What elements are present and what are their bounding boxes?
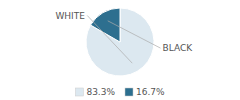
pie [86,8,154,76]
chart: WHITE BLACK 83.3% 16.7% [0,0,240,100]
legend-swatch [75,88,83,96]
legend-label: 16.7% [136,87,165,97]
legend-swatch [125,88,133,96]
leader-line [108,21,161,48]
legend-item: 16.7% [125,87,165,97]
slice-label: WHITE [55,11,85,21]
legend: 83.3% 16.7% [75,87,165,97]
legend-label: 83.3% [86,87,115,97]
legend-item: 83.3% [75,87,115,97]
pie-slice [86,8,154,76]
slice-label: BLACK [163,43,194,53]
leader-line [87,15,132,63]
